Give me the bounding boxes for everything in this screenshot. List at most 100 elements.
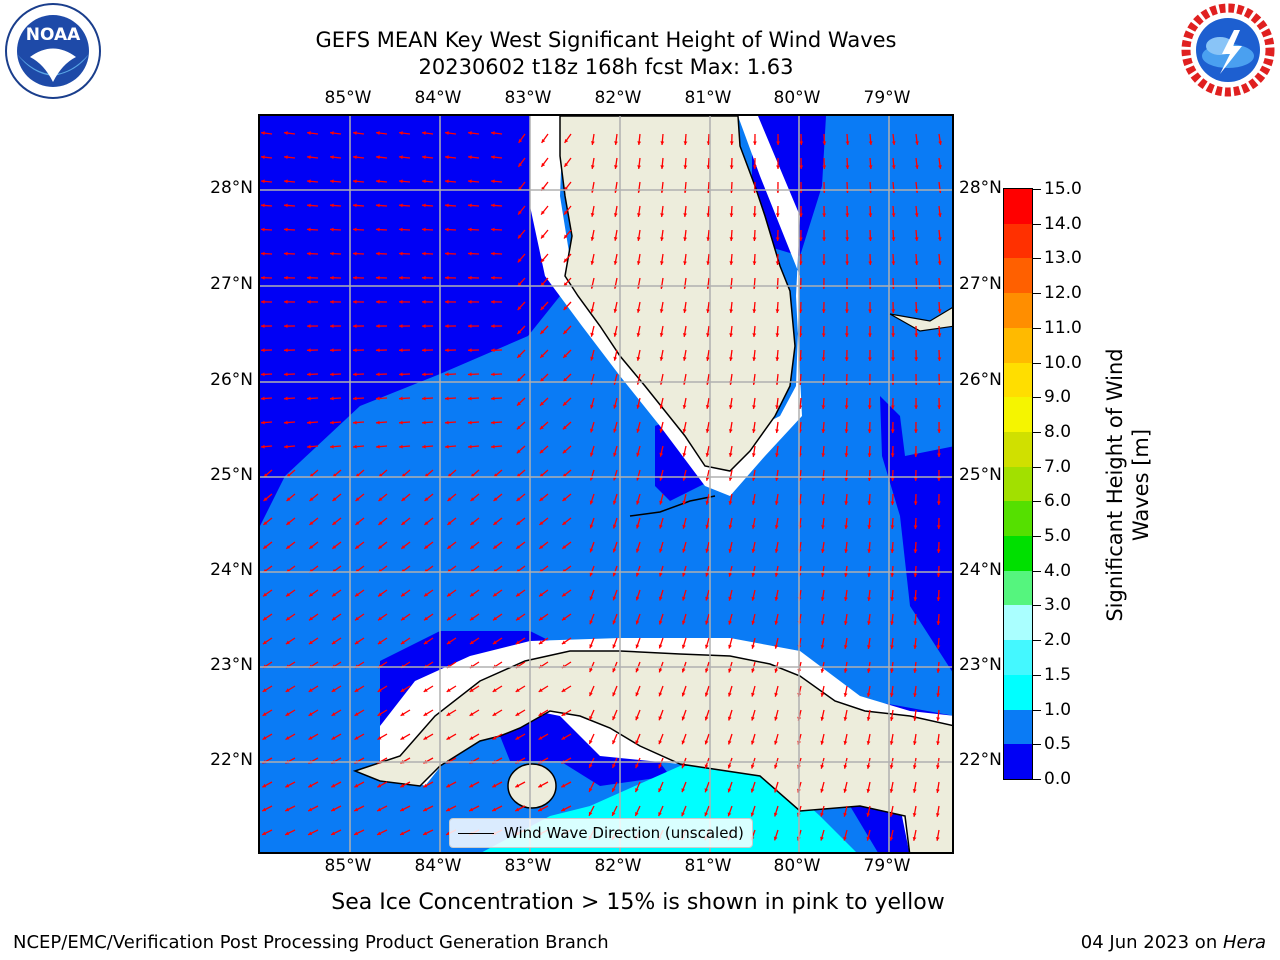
wind-arrow-head bbox=[284, 155, 288, 160]
wind-arrow-head bbox=[914, 261, 919, 265]
wind-arrow-head bbox=[913, 525, 918, 529]
wind-arrow-head bbox=[728, 477, 733, 481]
wind-arrow-head bbox=[491, 275, 495, 280]
wind-arrow-head bbox=[491, 348, 495, 353]
wind-arrow-head bbox=[491, 324, 495, 328]
wind-arrow-head bbox=[938, 213, 942, 217]
colorbar-segment bbox=[1004, 223, 1032, 259]
colorbar-segment bbox=[1004, 604, 1032, 641]
wind-arrow-head bbox=[307, 131, 311, 135]
wind-arrow-head bbox=[681, 716, 686, 721]
wind-arrow-head bbox=[539, 497, 544, 501]
wind-arrow-head bbox=[563, 306, 568, 311]
wind-arrow-head bbox=[330, 324, 334, 328]
wind-arrow-head bbox=[613, 332, 618, 337]
wind-arrow-head bbox=[330, 227, 334, 232]
wind-arrow-head bbox=[589, 500, 594, 505]
wind-arrow-head bbox=[516, 616, 520, 621]
wind-arrow-head bbox=[843, 669, 848, 673]
wind-arrow-head bbox=[307, 372, 311, 377]
wind-arrow-head bbox=[541, 162, 546, 167]
wind-arrow-head bbox=[866, 717, 871, 721]
wind-arrow-head bbox=[354, 688, 359, 692]
wind-arrow-head bbox=[820, 669, 825, 673]
colorbar-tick-label: 8.0 bbox=[1044, 421, 1072, 442]
wind-arrow-head bbox=[261, 251, 265, 256]
wind-arrow-head bbox=[868, 165, 873, 169]
wind-arrow-head bbox=[540, 354, 545, 358]
colorbar-tick-label: 15.0 bbox=[1044, 179, 1082, 199]
wind-arrow-head bbox=[775, 477, 779, 481]
wind-arrow-head bbox=[515, 783, 520, 788]
wind-arrow-head bbox=[774, 740, 778, 745]
map-legend: Wind Wave Direction (unscaled) bbox=[449, 818, 753, 848]
wind-arrow-head bbox=[354, 807, 359, 812]
wind-arrow-head bbox=[562, 521, 567, 525]
wind-arrow-head bbox=[492, 712, 497, 716]
wind-arrow-head bbox=[562, 545, 567, 549]
colorbar-tick-mark bbox=[1033, 536, 1041, 538]
wind-arrow-head bbox=[354, 736, 359, 740]
wind-arrow-head bbox=[681, 644, 686, 649]
wind-arrow-head bbox=[516, 545, 521, 549]
wind-arrow-head bbox=[590, 404, 594, 409]
colorbar-segment bbox=[1004, 362, 1032, 398]
wind-arrow-head bbox=[635, 620, 640, 625]
wind-arrow-head bbox=[286, 521, 291, 525]
wind-arrow-head bbox=[422, 131, 426, 135]
wind-arrow-head bbox=[355, 592, 359, 597]
wind-arrow-head bbox=[491, 444, 495, 449]
wind-arrow-head bbox=[261, 227, 265, 232]
wind-arrow-head bbox=[330, 179, 334, 184]
wind-arrow-head bbox=[658, 716, 663, 721]
wind-arrow-head bbox=[681, 764, 686, 769]
wind-arrow-head bbox=[844, 477, 849, 481]
wind-arrow-head bbox=[400, 712, 405, 716]
wind-arrow-head bbox=[538, 807, 543, 812]
colorbar-tick-label: 9.0 bbox=[1044, 387, 1072, 408]
map-panel bbox=[258, 114, 954, 854]
wind-arrow-head bbox=[561, 640, 566, 645]
wind-arrow-head bbox=[936, 717, 940, 721]
wind-arrow-head bbox=[658, 596, 663, 601]
wind-arrow-head bbox=[564, 234, 568, 239]
wind-arrow-head bbox=[589, 596, 594, 601]
wind-arrow-head bbox=[891, 165, 896, 169]
wind-arrow-head bbox=[845, 309, 849, 313]
wind-arrow-head bbox=[867, 549, 872, 553]
colorbar-tick-mark bbox=[1033, 605, 1041, 607]
wind-arrow-head bbox=[776, 141, 780, 145]
wind-arrow-head bbox=[891, 141, 896, 145]
wind-arrow-head bbox=[681, 788, 685, 793]
wind-arrow-head bbox=[401, 521, 406, 525]
wind-arrow-head bbox=[636, 452, 640, 457]
wind-arrow-head bbox=[867, 621, 871, 625]
wind-arrow-head bbox=[936, 621, 941, 625]
lat-tick-right: 26°N bbox=[959, 370, 1002, 390]
wind-arrow-head bbox=[377, 736, 382, 740]
wind-arrow-head bbox=[307, 324, 311, 328]
wind-arrow-head bbox=[635, 764, 639, 769]
wind-arrow-head bbox=[914, 357, 919, 361]
wind-arrow-head bbox=[705, 524, 710, 529]
wind-arrow-head bbox=[612, 788, 616, 792]
wind-arrow-head bbox=[936, 765, 940, 769]
wind-arrow-head bbox=[705, 596, 709, 601]
wind-arrow-head bbox=[774, 620, 779, 625]
wind-arrow-head bbox=[635, 548, 640, 553]
wind-arrow-head bbox=[912, 813, 917, 817]
wind-arrow-head bbox=[469, 712, 474, 716]
wind-arrow-head bbox=[516, 592, 520, 597]
wind-arrow-head bbox=[913, 717, 917, 721]
colorbar-tick-label: 14.0 bbox=[1044, 213, 1082, 234]
wind-arrow-head bbox=[659, 524, 663, 529]
wind-arrow-head bbox=[447, 521, 452, 525]
wind-arrow-head bbox=[446, 783, 451, 788]
wind-arrow-head bbox=[729, 333, 733, 337]
wind-arrow-head bbox=[353, 324, 357, 328]
legend-label: Wind Wave Direction (unscaled) bbox=[504, 824, 744, 842]
wind-arrow-head bbox=[704, 692, 709, 697]
wind-arrow-head bbox=[515, 640, 520, 645]
wind-arrow-head bbox=[822, 261, 826, 265]
colorbar-segment bbox=[1004, 709, 1032, 745]
